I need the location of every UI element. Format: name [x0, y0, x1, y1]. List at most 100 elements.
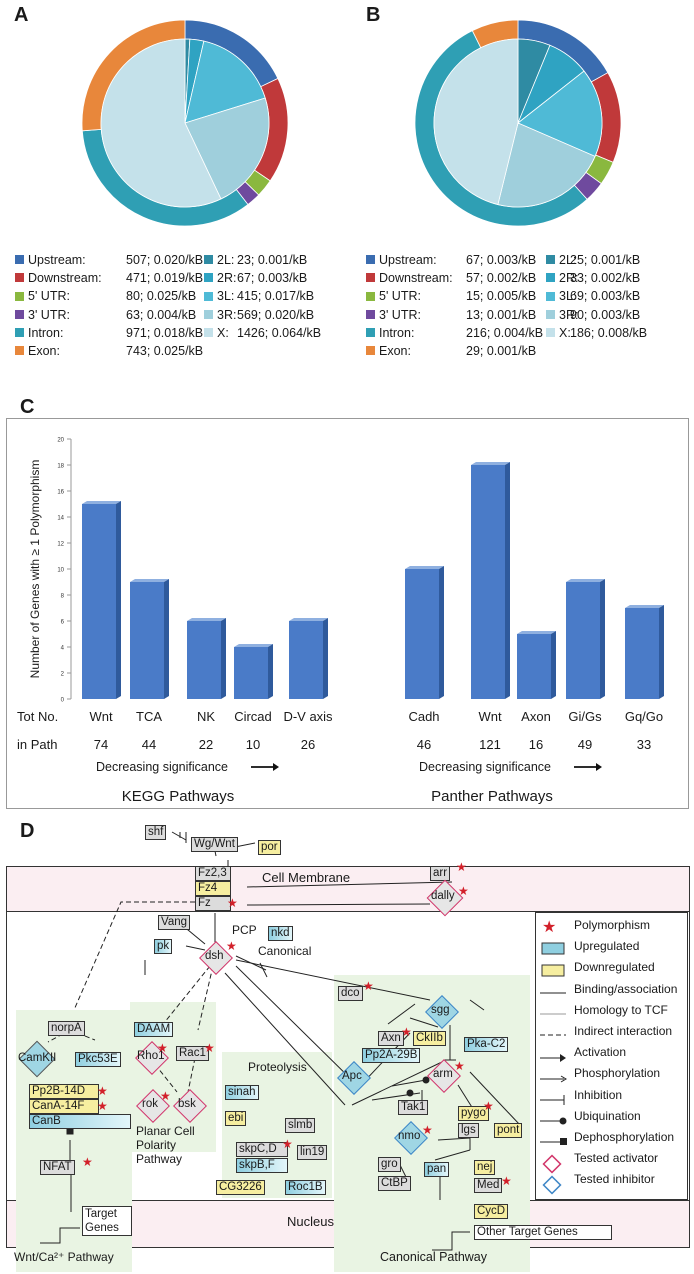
- legend-swatch: [15, 309, 24, 319]
- legend-swatch: [15, 328, 24, 337]
- polymorphism-star-icon: ★: [483, 1099, 494, 1113]
- bar-side: [505, 462, 510, 699]
- gene-nej: nej: [474, 1160, 496, 1175]
- gene-nfat: NFAT: [40, 1160, 75, 1175]
- gene-pp2a: Pp2A-29B: [362, 1048, 421, 1063]
- y-tick-label: 16: [57, 490, 64, 496]
- gene-tak1: Tak1: [398, 1100, 429, 1115]
- gene-daam: DAAM: [134, 1022, 174, 1037]
- tot-in-path-value: 121: [479, 737, 501, 752]
- inner-slice: [517, 70, 603, 157]
- gene-ckiib: CkIIb: [413, 1031, 446, 1046]
- legend-entry: X: 1426; 0.064/kB: [204, 325, 321, 341]
- panel-c-letter: C: [20, 396, 35, 418]
- arrowhead-icon: [273, 763, 279, 771]
- legend-swatch: [546, 291, 555, 301]
- cell-membrane-label: Cell Membrane: [262, 870, 351, 885]
- canonical-pathway-label: Canonical Pathway: [380, 1250, 488, 1264]
- category-label: Cadh: [408, 709, 439, 724]
- legend-value: 63; 0.004/kB: [126, 307, 197, 322]
- proteolysis-label: Proteolysis: [248, 1060, 307, 1074]
- legend-label: 2L:: [559, 253, 577, 267]
- legend-label: Upstream:: [28, 253, 86, 267]
- legend-item-polymorphism: Polymorphism: [574, 918, 651, 932]
- legend-value: 67; 0.003/kB: [466, 253, 537, 267]
- legend-item-phosphorylation: Phosphorylation: [574, 1066, 661, 1081]
- bar: [289, 621, 323, 699]
- bar: [82, 504, 116, 699]
- legend-value: 57; 0.002/kB: [466, 271, 537, 286]
- bar: [625, 608, 659, 699]
- legend-label: 5' UTR:: [28, 289, 70, 304]
- legend-item-tested_activator: Tested activator: [574, 1151, 659, 1166]
- gene-slmb: slmb: [285, 1118, 316, 1133]
- legend-label: 3R:: [217, 307, 237, 322]
- bar-top: [566, 579, 605, 582]
- y-tick-label: 10: [57, 568, 64, 574]
- bar-top: [289, 618, 328, 621]
- legend-swatch: [546, 273, 555, 283]
- bar-top: [234, 644, 273, 647]
- planar-pathway-label: Planar Cell Polarity Pathway: [136, 1124, 195, 1166]
- bar: [234, 647, 268, 699]
- gene-fz4: Fz4: [195, 881, 231, 896]
- bar-side: [116, 501, 121, 699]
- legend-swatch: [204, 255, 213, 265]
- legend-value: 90; 0.003/kB: [570, 307, 641, 322]
- svg-text:★: ★: [542, 917, 556, 936]
- legend-value: 971; 0.018/kB: [126, 325, 204, 340]
- gene-skpbf: skpB,F: [236, 1158, 288, 1173]
- legend-swatch: [546, 309, 555, 319]
- gene-camkii: CamKII: [18, 1052, 57, 1064]
- legend-entry: 3R: 90; 0.003/kB: [546, 307, 640, 323]
- gene-dco: dco: [338, 986, 363, 1001]
- category-label: Circad: [234, 709, 272, 724]
- nucleus-label: Nucleus: [287, 1214, 334, 1229]
- legend-value: 216; 0.004/kB: [466, 325, 544, 340]
- bar-side: [551, 631, 556, 699]
- polymorphism-star-icon: ★: [458, 884, 469, 898]
- legend-entry: Exon: 743; 0.025/kB: [15, 343, 203, 359]
- legend-swatch: [15, 273, 24, 283]
- gene-fz23: Fz2,3: [195, 866, 231, 881]
- polymorphism-star-icon: ★: [454, 1059, 465, 1073]
- legend-item-downregulated: Downregulated: [574, 960, 655, 975]
- category-label: Gi/Gs: [568, 709, 602, 724]
- bar-top: [405, 566, 444, 569]
- gene-canb: CanB: [29, 1114, 131, 1129]
- legend-label: 3' UTR:: [28, 307, 70, 322]
- group-title: KEGG Pathways: [122, 788, 235, 805]
- legend-label: Exon:: [28, 344, 60, 358]
- legend-value: 25; 0.001/kB: [570, 253, 641, 267]
- bar-top: [130, 579, 169, 582]
- gene-med: Med: [474, 1178, 503, 1193]
- legend-item-homology: Homology to TCF: [574, 1002, 668, 1017]
- legend-item-indirect: Indirect interaction: [574, 1024, 673, 1038]
- legend-label: Exon:: [379, 344, 411, 358]
- bar: [405, 569, 439, 699]
- legend-swatch: [204, 273, 213, 283]
- bar-top: [187, 618, 226, 621]
- legend-swatch: [546, 255, 555, 265]
- gene-ctbp: CtBP: [378, 1176, 411, 1191]
- row-label-path: in Path: [17, 737, 57, 752]
- y-tick-label: 12: [57, 542, 64, 548]
- bar-side: [221, 618, 226, 699]
- y-tick-label: 20: [57, 438, 64, 444]
- legend-label: Downstream:: [379, 271, 453, 286]
- gene-sinah: sinah: [225, 1085, 259, 1100]
- legend-value: 67; 0.003/kB: [237, 271, 308, 286]
- polymorphism-star-icon: ★: [282, 1137, 293, 1151]
- legend-entry: 3' UTR: 13; 0.001/kB: [366, 307, 536, 323]
- panel-d-letter: D: [20, 820, 35, 842]
- gene-roc1b: Roc1B: [285, 1180, 326, 1195]
- polymorphism-star-icon: ★: [97, 1099, 108, 1113]
- gene-rac1: Rac1: [176, 1046, 209, 1061]
- y-tick-label: 4: [61, 646, 65, 652]
- bar: [517, 634, 551, 699]
- tot-in-path-value: 26: [301, 737, 315, 752]
- legend-label: Intron:: [379, 325, 415, 340]
- inner-slice: [433, 38, 519, 206]
- legend-entry: Downstream: 57; 0.002/kB: [366, 270, 536, 286]
- legend-item-inhibition: Inhibition: [574, 1087, 623, 1102]
